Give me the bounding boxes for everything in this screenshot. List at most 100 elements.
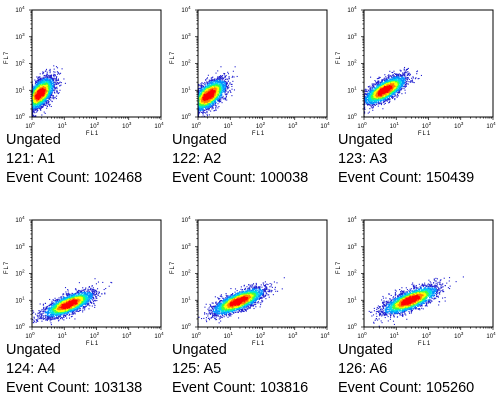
y-axis-label: FL7 — [4, 51, 10, 64]
event-point — [32, 115, 34, 117]
event-point — [43, 87, 46, 89]
plot-panel: 100 101 102 103 104 100 101 102 103 104 FL1 FL7 Unga… — [0, 0, 168, 200]
event-point — [33, 105, 35, 107]
event-point — [42, 101, 44, 103]
event-point — [53, 71, 55, 73]
event-point — [211, 105, 213, 107]
event-point — [52, 79, 54, 81]
event-point — [225, 97, 227, 99]
event-point — [52, 95, 55, 97]
event-point — [221, 77, 223, 79]
event-point — [44, 85, 46, 87]
event-point — [45, 80, 47, 82]
event-point — [213, 87, 216, 89]
event-point — [200, 86, 202, 88]
event-point — [37, 81, 39, 83]
event-point — [54, 78, 56, 80]
event-point — [224, 90, 226, 92]
event-point — [219, 90, 221, 92]
event-point — [45, 87, 48, 89]
event-point — [37, 83, 39, 85]
event-point — [212, 105, 214, 107]
event-point — [206, 113, 208, 115]
event-point — [227, 73, 230, 75]
event-point — [224, 75, 226, 77]
event-point — [50, 78, 52, 80]
event-point — [219, 75, 222, 77]
event-point — [213, 79, 215, 81]
event-point — [53, 78, 55, 80]
event-point — [214, 99, 216, 101]
event-point — [50, 89, 52, 91]
event-point — [35, 106, 37, 108]
event-point — [38, 85, 40, 87]
event-count: Event Count: 102468 — [6, 170, 143, 186]
event-point — [226, 99, 228, 101]
event-point — [35, 83, 37, 85]
event-point — [33, 111, 35, 113]
event-point — [41, 103, 43, 105]
event-point — [231, 88, 233, 90]
event-point — [57, 78, 59, 80]
event-point — [55, 98, 57, 100]
event-point — [40, 105, 42, 107]
event-point — [212, 102, 214, 104]
event-point — [227, 71, 229, 73]
event-point — [35, 98, 38, 101]
event-point — [219, 91, 221, 93]
event-point — [37, 82, 39, 84]
event-point — [223, 83, 225, 85]
event-point — [43, 83, 45, 85]
event-point — [46, 103, 48, 105]
event-point — [39, 103, 41, 105]
event-point — [211, 86, 213, 88]
event-point — [51, 75, 53, 77]
event-point — [41, 96, 44, 99]
event-point — [204, 106, 206, 109]
event-point — [51, 78, 53, 80]
event-point — [51, 84, 53, 86]
event-point — [48, 98, 50, 100]
event-point — [42, 96, 45, 99]
event-point — [56, 76, 58, 78]
event-point — [212, 107, 214, 109]
event-point — [203, 106, 205, 108]
event-point — [53, 68, 55, 70]
event-point — [209, 106, 211, 108]
event-point — [44, 82, 46, 84]
event-point — [44, 87, 47, 90]
event-point — [46, 78, 48, 80]
event-point — [203, 105, 205, 107]
event-point — [46, 83, 48, 85]
event-point — [219, 76, 221, 78]
event-point — [46, 75, 48, 77]
event-point — [32, 99, 34, 101]
event-point — [49, 75, 51, 77]
event-point — [208, 90, 211, 93]
event-point — [222, 78, 225, 80]
event-point — [52, 90, 54, 92]
event-point — [39, 100, 41, 103]
event-point — [51, 87, 53, 90]
event-point — [220, 80, 222, 82]
event-point — [49, 91, 51, 93]
event-point — [52, 86, 54, 88]
event-point — [201, 91, 203, 93]
event-point — [222, 91, 224, 93]
event-point — [207, 84, 209, 86]
event-point — [51, 74, 53, 76]
event-point — [46, 91, 48, 94]
event-point — [33, 94, 35, 97]
event-point — [201, 93, 203, 95]
event-point — [204, 105, 206, 107]
event-point — [44, 88, 46, 91]
event-point — [39, 109, 42, 111]
event-point — [56, 86, 58, 88]
event-point — [49, 77, 51, 79]
event-point — [42, 87, 45, 90]
event-point — [36, 100, 39, 102]
event-point — [45, 83, 47, 85]
event-point — [201, 109, 203, 111]
event-point — [54, 92, 56, 94]
event-point — [53, 77, 55, 79]
